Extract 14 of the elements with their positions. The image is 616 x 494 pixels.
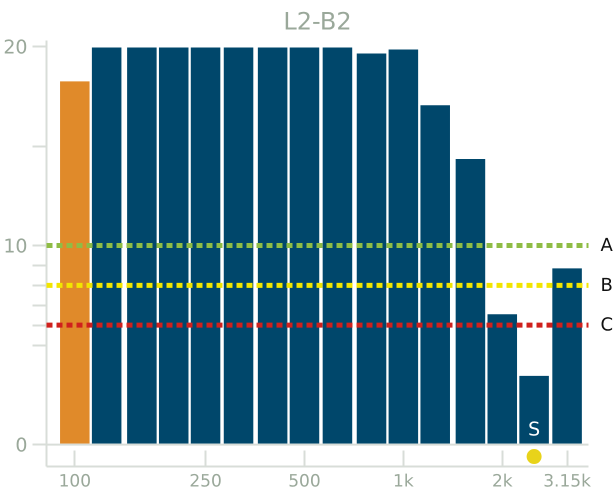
ref-line-label: C [600,314,614,336]
x-tick-label: 100 [58,472,92,492]
ref-line-label: A [600,235,614,256]
x-tick-label: 2k [492,472,513,492]
x-tick-label: 250 [189,472,222,492]
ref-line-label: B [600,274,613,296]
x-tick-label: 3.15k [543,472,592,492]
x-tick-label: 1k [393,472,414,492]
annotation: S [528,418,540,441]
y-tick-label: 20 [3,36,28,58]
chart-title: L2-B2 [283,8,352,36]
y-tick-label: 10 [3,236,28,258]
y-tick-label: 0 [15,434,28,457]
x-tick-label: 500 [288,472,321,492]
